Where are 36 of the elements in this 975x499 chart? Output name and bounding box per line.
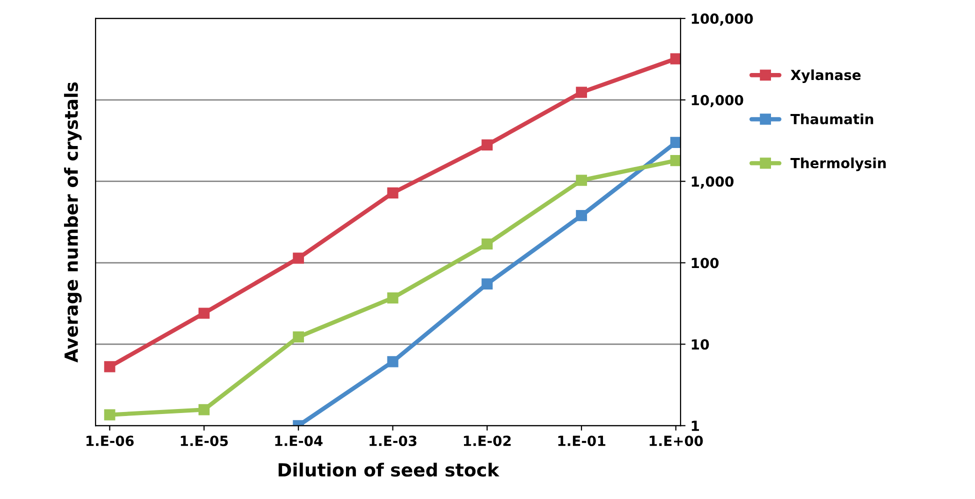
y-tick-label: 1: [692, 420, 699, 431]
point: [104, 361, 116, 372]
point: [387, 356, 398, 368]
point: [576, 210, 588, 222]
point: [482, 278, 493, 290]
point: [576, 86, 588, 98]
y-tick-label: 100: [692, 258, 719, 268]
point: [292, 331, 304, 342]
x-tick-label: 1.E-01: [558, 436, 606, 446]
y-tick-label: 10: [692, 339, 709, 350]
point: [387, 292, 398, 304]
y-tick-label: 100,000: [692, 13, 753, 26]
point: [198, 308, 210, 319]
legend-label: Xylanase: [790, 69, 861, 83]
y-tick-label: 1,000: [692, 176, 734, 189]
point: [104, 409, 116, 420]
x-tick-label: 1.E-06: [86, 436, 134, 446]
y-axis-title: Average number of crystals: [64, 82, 82, 363]
legend-label: Thermolysin: [790, 158, 886, 172]
legend-label: Thaumatin: [790, 114, 874, 124]
point: [482, 139, 493, 150]
point: [387, 187, 398, 199]
y-tick-label: 10,000: [692, 94, 744, 108]
point: [292, 252, 304, 264]
x-tick-label: 1.E-05: [180, 436, 228, 446]
x-tick-label: 1.E+00: [650, 436, 703, 446]
point: [482, 238, 493, 250]
point: [670, 154, 681, 166]
point: [198, 404, 210, 416]
x-tick-label: 1.E-02: [464, 436, 511, 446]
point: [576, 174, 588, 186]
point: [670, 53, 681, 64]
x-tick-label: 1.E-04: [275, 436, 323, 446]
x-axis-title: Dilution of seed stock: [278, 462, 500, 477]
x-tick-label: 1.E-03: [370, 436, 416, 446]
point: [670, 136, 681, 148]
